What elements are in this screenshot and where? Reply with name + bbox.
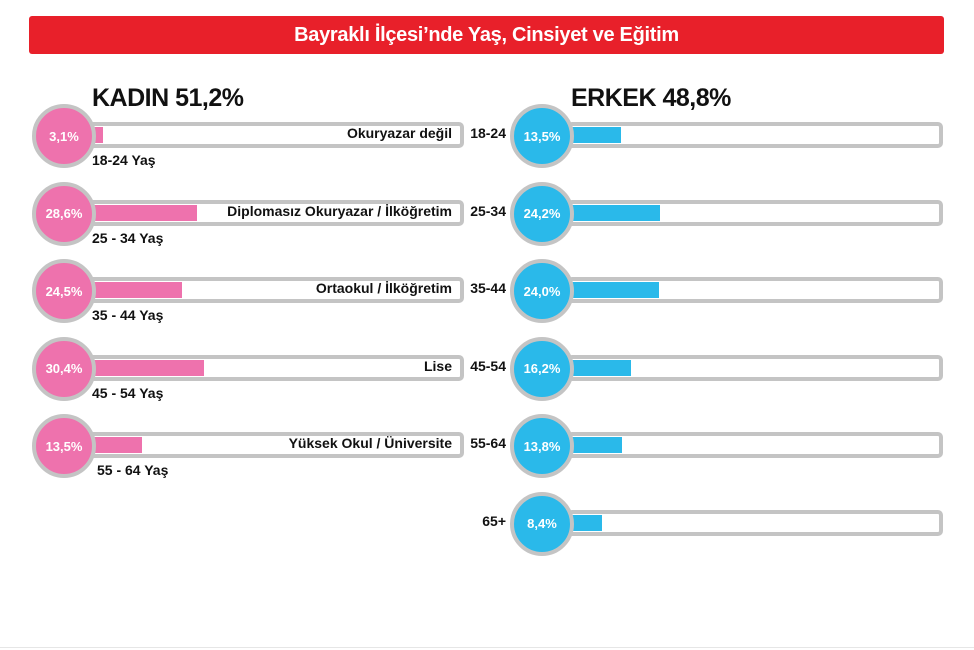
male-bar-track xyxy=(567,277,943,303)
male-age-label: 25-34 xyxy=(470,202,506,219)
female-value-bubble: 28,6% xyxy=(32,181,96,246)
female-value-bubble: 13,5% xyxy=(32,414,96,478)
title-bar: Bayraklı İlçesi’nde Yaş, Cinsiyet ve Eği… xyxy=(29,16,944,54)
male-bar xyxy=(571,359,631,376)
male-bar-track xyxy=(567,122,943,148)
male-bar xyxy=(571,204,661,221)
female-bar xyxy=(92,437,142,453)
chart-title: Bayraklı İlçesi’nde Yaş, Cinsiyet ve Eği… xyxy=(294,23,679,46)
female-bar-track xyxy=(88,354,464,381)
female-age-label: 25 - 34 Yaş xyxy=(92,229,164,246)
male-header: ERKEK 48,8% xyxy=(571,84,731,112)
male-age-label: 35-44 xyxy=(470,280,506,296)
female-bar-track xyxy=(88,122,464,148)
female-value-bubble: 3,1% xyxy=(32,104,96,168)
male-age-label: 65+ xyxy=(482,512,506,529)
male-bar xyxy=(571,282,660,298)
male-bar-track xyxy=(567,432,943,458)
female-bar xyxy=(92,282,183,298)
female-value-bubble: 24,5% xyxy=(32,259,96,323)
male-bar-track xyxy=(567,199,943,226)
female-age-label: 55 - 64 Yaş xyxy=(97,462,169,478)
male-value-bubble: 24,0% xyxy=(510,259,574,323)
female-header: KADIN 51,2% xyxy=(92,84,244,112)
female-bar-track xyxy=(88,199,464,226)
male-value-bubble: 13,8% xyxy=(510,414,574,478)
education-label: Ortaokul / İlköğretim xyxy=(315,280,452,296)
female-value-bubble: 30,4% xyxy=(32,336,96,401)
male-bar xyxy=(571,127,621,143)
male-age-label: 55-64 xyxy=(470,435,506,451)
female-age-label: 18-24 Yaş xyxy=(92,152,156,168)
education-label: Lise xyxy=(423,357,452,374)
male-value-bubble: 8,4% xyxy=(510,491,574,556)
male-bar xyxy=(571,514,602,531)
female-bar xyxy=(92,204,198,221)
male-value-bubble: 16,2% xyxy=(510,336,574,401)
education-label: Diplomasız Okuryazar / İlköğretim xyxy=(227,202,452,219)
male-age-label: 45-54 xyxy=(470,357,506,374)
female-bar xyxy=(92,127,104,143)
male-bar-track xyxy=(567,354,943,381)
female-age-label: 35 - 44 Yaş xyxy=(92,307,164,323)
female-bar-track xyxy=(88,432,464,458)
education-label: Yüksek Okul / Üniversite xyxy=(288,435,452,451)
footer-divider xyxy=(0,647,974,648)
male-value-bubble: 13,5% xyxy=(510,104,574,168)
male-bar xyxy=(571,437,622,453)
female-bar xyxy=(92,359,204,376)
male-age-label: 18-24 xyxy=(470,125,506,141)
male-bar-track xyxy=(567,509,943,536)
education-label: Okuryazar değil xyxy=(346,125,452,141)
female-age-label: 45 - 54 Yaş xyxy=(92,384,164,401)
female-bar-track xyxy=(88,277,464,303)
male-value-bubble: 24,2% xyxy=(510,181,574,246)
